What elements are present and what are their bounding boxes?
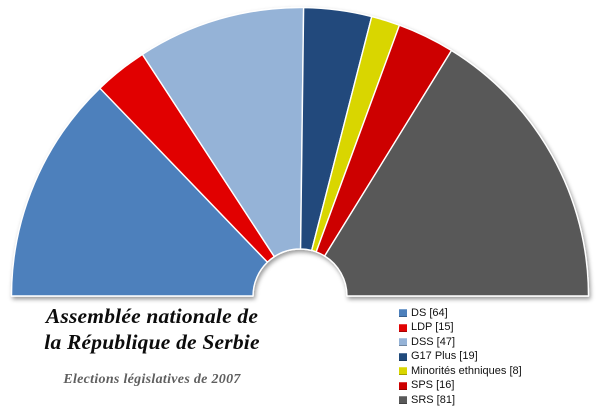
legend-swatch-icon [399, 381, 407, 390]
legend-item-g17-plus: G17 Plus [19] [399, 350, 522, 365]
legend-swatch-icon [399, 352, 407, 361]
legend-item-ds: DS [64] [399, 306, 522, 321]
legend-swatch-icon [399, 323, 407, 332]
legend-item-srs: SRS [81] [399, 393, 522, 408]
legend-swatch-icon [399, 309, 407, 318]
legend-label: G17 Plus [19] [411, 350, 478, 363]
chart-title-line1: Assemblée nationale de [45, 304, 259, 328]
legend-swatch-icon [399, 367, 407, 376]
legend-label: DSS [47] [411, 335, 456, 348]
legend-item-dss: DSS [47] [399, 335, 522, 350]
legend-item-ldp: LDP [15] [399, 321, 522, 336]
legend-swatch-icon [399, 396, 407, 405]
legend-label: SRS [81] [411, 393, 456, 406]
seat-segment-ds [10, 87, 269, 297]
legend-label: Minorités ethniques [8] [411, 364, 522, 377]
chart-subtitle: Elections législatives de 2007 [63, 372, 241, 387]
chart-title-line2: la République de Serbie [44, 329, 260, 354]
legend: DS [64] LDP [15] DSS [47] G17 Plus [19] Mino… [399, 306, 522, 408]
legend-swatch-icon [399, 338, 407, 347]
legend-label: SPS [16] [411, 379, 455, 392]
legend-item-minorit-s-ethniques: Minorités ethniques [8] [399, 364, 522, 379]
seat-segment-dss [141, 6, 305, 258]
legend-item-sps: SPS [16] [399, 379, 522, 394]
seat-segment-srs [323, 49, 590, 297]
seat-segments [10, 6, 590, 297]
legend-label: DS [64] [411, 306, 448, 319]
chart-title: Assemblée nationale de la République de … [8, 304, 296, 355]
legend-label: LDP [15] [411, 321, 454, 334]
